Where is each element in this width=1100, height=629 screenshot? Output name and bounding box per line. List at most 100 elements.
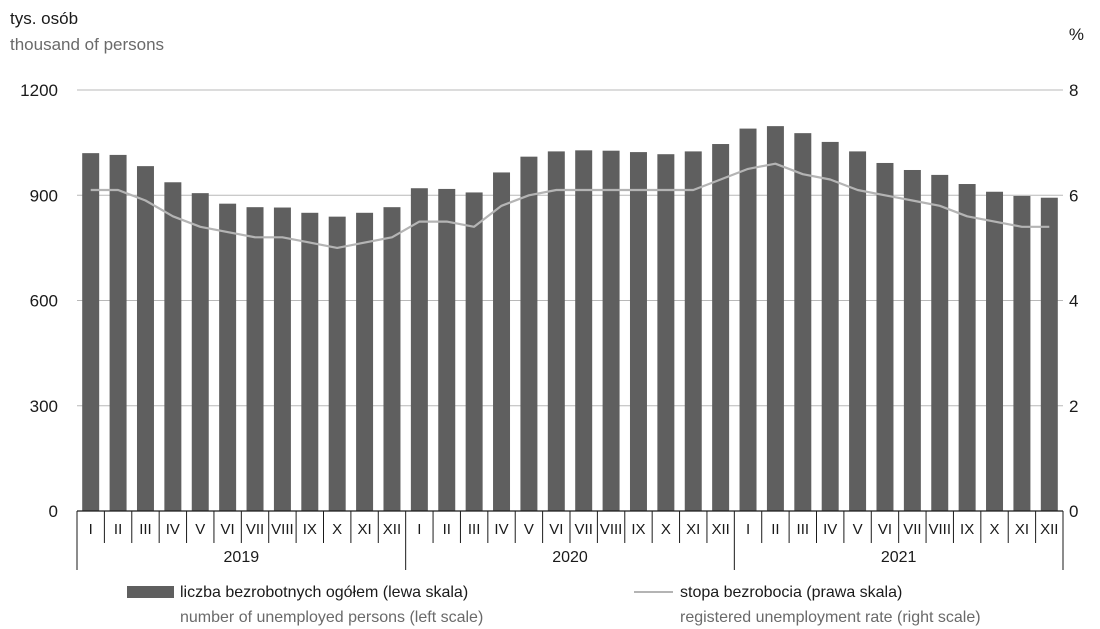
left-tick-label: 900	[30, 186, 58, 205]
bar	[958, 184, 976, 512]
month-label: VII	[575, 521, 593, 538]
month-label: IV	[823, 521, 837, 538]
month-label: X	[661, 521, 671, 538]
bar	[383, 207, 401, 511]
legend-label-bars-pl: liczba bezrobotnych ogółem (lewa skala)	[180, 584, 468, 601]
left-tick-label: 600	[30, 292, 58, 311]
month-label: IX	[631, 521, 645, 538]
month-label: I	[746, 521, 750, 538]
month-label: V	[853, 521, 863, 538]
month-label: II	[114, 521, 122, 538]
bar	[876, 162, 894, 511]
legend-label-line-en: registered unemployment rate (right scal…	[680, 609, 981, 626]
left-tick-label: 0	[49, 502, 58, 521]
bar	[465, 192, 483, 511]
month-label: III	[797, 521, 810, 538]
month-label: VII	[246, 521, 264, 538]
month-label: XII	[383, 521, 401, 538]
month-label: X	[990, 521, 1000, 538]
left-axis-unit-pl: tys. osób	[10, 9, 78, 28]
bar	[438, 188, 456, 511]
legend-swatch-bars	[127, 586, 174, 598]
bar	[164, 182, 182, 511]
month-label: IV	[166, 521, 180, 538]
bar	[739, 128, 757, 511]
bar	[109, 154, 127, 511]
bar	[246, 207, 264, 511]
bar	[136, 166, 154, 511]
bar	[657, 154, 675, 511]
month-label: IX	[303, 521, 317, 538]
bar	[493, 172, 511, 511]
rate-line	[90, 162, 1050, 249]
bar	[1040, 197, 1058, 512]
right-tick-label: 4	[1069, 292, 1078, 311]
bar	[410, 188, 428, 511]
bar	[575, 150, 593, 512]
right-axis-unit: %	[1069, 25, 1084, 44]
bars-series	[82, 126, 1058, 512]
legend-label-line-pl: stopa bezrobocia (prawa skala)	[680, 584, 902, 601]
year-label: 2021	[881, 549, 917, 566]
month-label: XI	[686, 521, 700, 538]
month-label: X	[332, 521, 342, 538]
month-label: III	[139, 521, 152, 538]
legend: liczba bezrobotnych ogółem (lewa skala) …	[127, 584, 981, 626]
month-label: V	[524, 521, 534, 538]
bar	[849, 151, 867, 512]
year-label: 2020	[552, 549, 588, 566]
month-label: VI	[549, 521, 563, 538]
bar	[219, 203, 237, 512]
bar	[766, 126, 784, 511]
left-tick-label: 1200	[20, 81, 58, 100]
month-label: VI	[878, 521, 892, 538]
month-label: VI	[221, 521, 235, 538]
bar	[301, 212, 319, 511]
bar	[547, 151, 565, 512]
year-label: 2019	[224, 549, 260, 566]
bar	[903, 169, 921, 512]
month-label: VII	[903, 521, 921, 538]
right-tick-label: 2	[1069, 397, 1078, 416]
bar	[356, 212, 374, 511]
left-axis-unit-en: thousand of persons	[10, 35, 164, 54]
month-label: II	[443, 521, 451, 538]
rate-line-series	[90, 162, 1050, 249]
legend-label-bars-en: number of unemployed persons (left scale…	[180, 609, 483, 626]
bar	[82, 153, 100, 511]
month-label: II	[771, 521, 779, 538]
month-label: I	[417, 521, 421, 538]
bar	[602, 150, 620, 512]
month-label: III	[468, 521, 481, 538]
bar	[712, 144, 730, 512]
bar	[986, 191, 1004, 511]
month-label: V	[195, 521, 205, 538]
month-label: VIII	[600, 521, 623, 538]
month-label: I	[89, 521, 93, 538]
bar	[821, 141, 839, 511]
month-label: XI	[357, 521, 371, 538]
bar	[931, 174, 949, 511]
bar	[1013, 195, 1031, 511]
month-label: IV	[494, 521, 508, 538]
bar	[191, 193, 209, 511]
month-label: XII	[1040, 521, 1058, 538]
month-label: XII	[711, 521, 729, 538]
month-label: IX	[960, 521, 974, 538]
bar	[328, 216, 346, 512]
bar	[273, 207, 291, 511]
bar	[684, 151, 702, 512]
bar	[520, 156, 538, 512]
right-tick-label: 8	[1069, 81, 1078, 100]
month-label: VIII	[271, 521, 294, 538]
bar	[794, 133, 812, 511]
bar	[629, 152, 647, 511]
right-tick-label: 6	[1069, 186, 1078, 205]
month-label: VIII	[928, 521, 951, 538]
month-label: XI	[1015, 521, 1029, 538]
left-tick-label: 300	[30, 397, 58, 416]
right-tick-label: 0	[1069, 502, 1078, 521]
gridlines	[77, 89, 1063, 407]
